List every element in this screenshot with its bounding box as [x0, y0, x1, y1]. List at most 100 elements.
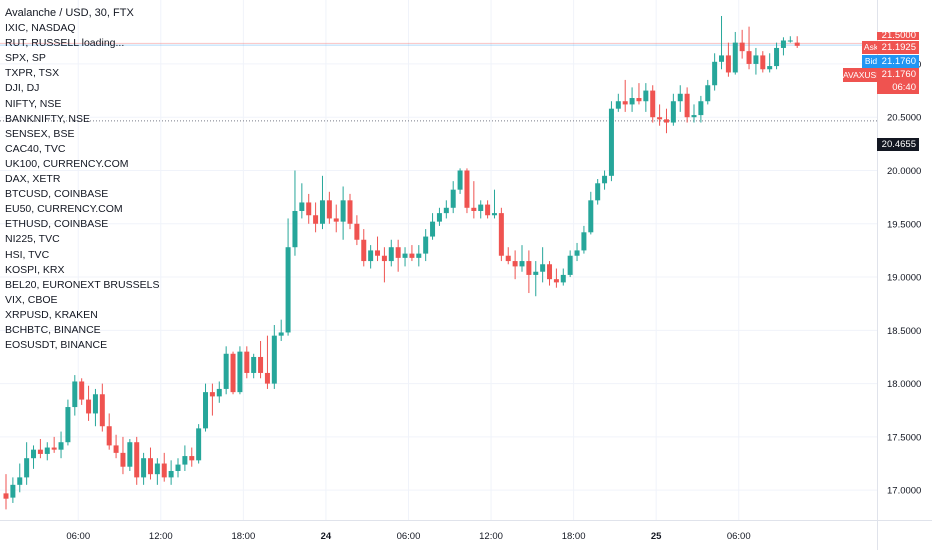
- candle-body: [127, 442, 133, 467]
- candle-body: [588, 200, 594, 233]
- legend-symbol[interactable]: EOSUSDT, BINANCE: [5, 339, 108, 352]
- candle-body: [244, 351, 250, 373]
- candle-body: [141, 458, 147, 478]
- candle-body: [99, 394, 105, 427]
- candle-body: [319, 200, 325, 224]
- legend-symbol[interactable]: EU50, CURRENCY.COM: [5, 203, 123, 216]
- legend-symbol[interactable]: CAC40, TVC: [5, 142, 66, 155]
- x-tick-label: 06:00: [66, 531, 90, 542]
- legend-symbol[interactable]: NI225, TVC: [5, 233, 60, 246]
- candle-body: [512, 261, 518, 267]
- legend-symbol[interactable]: DJI, DJ: [5, 82, 40, 95]
- candle-body: [443, 207, 449, 214]
- candle-body: [540, 264, 546, 272]
- candle-body: [10, 484, 16, 498]
- candle-body: [278, 332, 284, 336]
- candle-body: [643, 90, 649, 102]
- candle-body: [746, 51, 752, 64]
- chart-title[interactable]: Avalanche / USD, 30, FTX: [5, 7, 134, 19]
- candle-body: [79, 381, 85, 400]
- candle-body: [670, 101, 676, 123]
- candle-body: [375, 250, 381, 256]
- candle-body: [677, 93, 683, 102]
- candle-body: [209, 392, 215, 397]
- legend-symbol[interactable]: IXIC, NASDAQ: [5, 22, 76, 35]
- candle-body: [368, 250, 374, 262]
- candle-body: [326, 200, 332, 219]
- candle-body: [698, 101, 704, 116]
- x-tick-label: 06:00: [727, 531, 751, 542]
- candle-body: [691, 115, 697, 118]
- legend-symbol[interactable]: DAX, XETR: [5, 173, 61, 186]
- candle-body: [306, 202, 312, 216]
- candle-body: [230, 353, 236, 393]
- ask-price-tag: 21.1925: [877, 41, 919, 54]
- candle-body: [58, 442, 64, 450]
- candle-body: [37, 449, 43, 454]
- candle-body: [347, 200, 353, 224]
- legend-symbol[interactable]: BEL20, EURONEXT BRUSSELS: [5, 278, 160, 291]
- candle-body: [388, 247, 394, 262]
- candle-body: [113, 445, 119, 453]
- legend-symbol[interactable]: ETHUSD, COINBASE: [5, 218, 109, 231]
- legend-symbol[interactable]: SENSEX, BSE: [5, 127, 75, 140]
- candle-body: [354, 223, 360, 240]
- candle-body: [72, 381, 78, 408]
- legend-symbol[interactable]: BCHBTC, BINANCE: [5, 323, 101, 336]
- candle-body: [767, 66, 773, 70]
- candle-body: [423, 236, 429, 254]
- candle-body: [753, 55, 759, 64]
- candle-body: [285, 247, 291, 333]
- legend-symbol[interactable]: NIFTY, NSE: [5, 97, 62, 110]
- x-tick-label: 12:00: [149, 531, 173, 542]
- candle-body: [608, 108, 614, 176]
- candle-body: [203, 392, 209, 429]
- y-tick-label: 19.0000: [887, 273, 921, 284]
- candle-body: [505, 255, 511, 262]
- candle-body: [622, 101, 628, 105]
- candle-body: [31, 449, 37, 459]
- bid-price-tag: 21.1760: [877, 55, 919, 68]
- candle-body: [650, 90, 656, 118]
- legend-symbol[interactable]: BANKNIFTY, NSE: [5, 112, 90, 125]
- bid-label: Bid: [862, 55, 880, 68]
- candle-body: [533, 271, 539, 275]
- candle-body: [787, 40, 793, 42]
- candle-body: [553, 279, 559, 283]
- candle-body: [615, 101, 621, 109]
- ask-label: Ask: [862, 41, 880, 54]
- x-tick-label: 24: [321, 531, 332, 542]
- legend-symbol[interactable]: SPX, SP: [5, 52, 46, 65]
- candle-body: [134, 442, 140, 478]
- y-tick-label: 20.5000: [887, 113, 921, 124]
- candle-body: [271, 335, 277, 384]
- candle-body: [780, 40, 786, 48]
- candle-body: [705, 85, 711, 102]
- legend-symbol[interactable]: TXPR, TSX: [5, 67, 60, 80]
- legend-symbol[interactable]: XRPUSD, KRAKEN: [5, 308, 98, 321]
- legend-symbol[interactable]: UK100, CURRENCY.COM: [5, 157, 129, 170]
- y-tick-label: 18.0000: [887, 379, 921, 390]
- legend-symbol[interactable]: VIX, CBOE: [5, 293, 58, 306]
- candle-body: [491, 213, 497, 216]
- candle-body: [436, 213, 442, 222]
- candle-body: [223, 353, 229, 389]
- legend-symbol[interactable]: HSI, TVC: [5, 248, 50, 261]
- last-price-tag: 21.1760: [877, 68, 919, 81]
- candle-body: [794, 42, 800, 46]
- candle-body: [264, 372, 270, 384]
- candle-body: [760, 55, 766, 70]
- candle-body: [395, 247, 401, 258]
- y-tick-label: 17.5000: [887, 432, 921, 443]
- legend-symbol[interactable]: RUT, RUSSELL loading...: [5, 37, 125, 50]
- candle-body: [361, 239, 367, 262]
- legend-symbol[interactable]: BTCUSD, COINBASE: [5, 188, 109, 201]
- candle-body: [464, 170, 470, 208]
- symbol-legend: Avalanche / USD, 30, FTX IXIC, NASDAQ RUT…: [5, 6, 159, 353]
- legend-symbol[interactable]: KOSPI, KRX: [5, 263, 65, 276]
- candle-body: [340, 200, 346, 222]
- candle-body: [189, 456, 195, 461]
- candle-body: [216, 388, 222, 397]
